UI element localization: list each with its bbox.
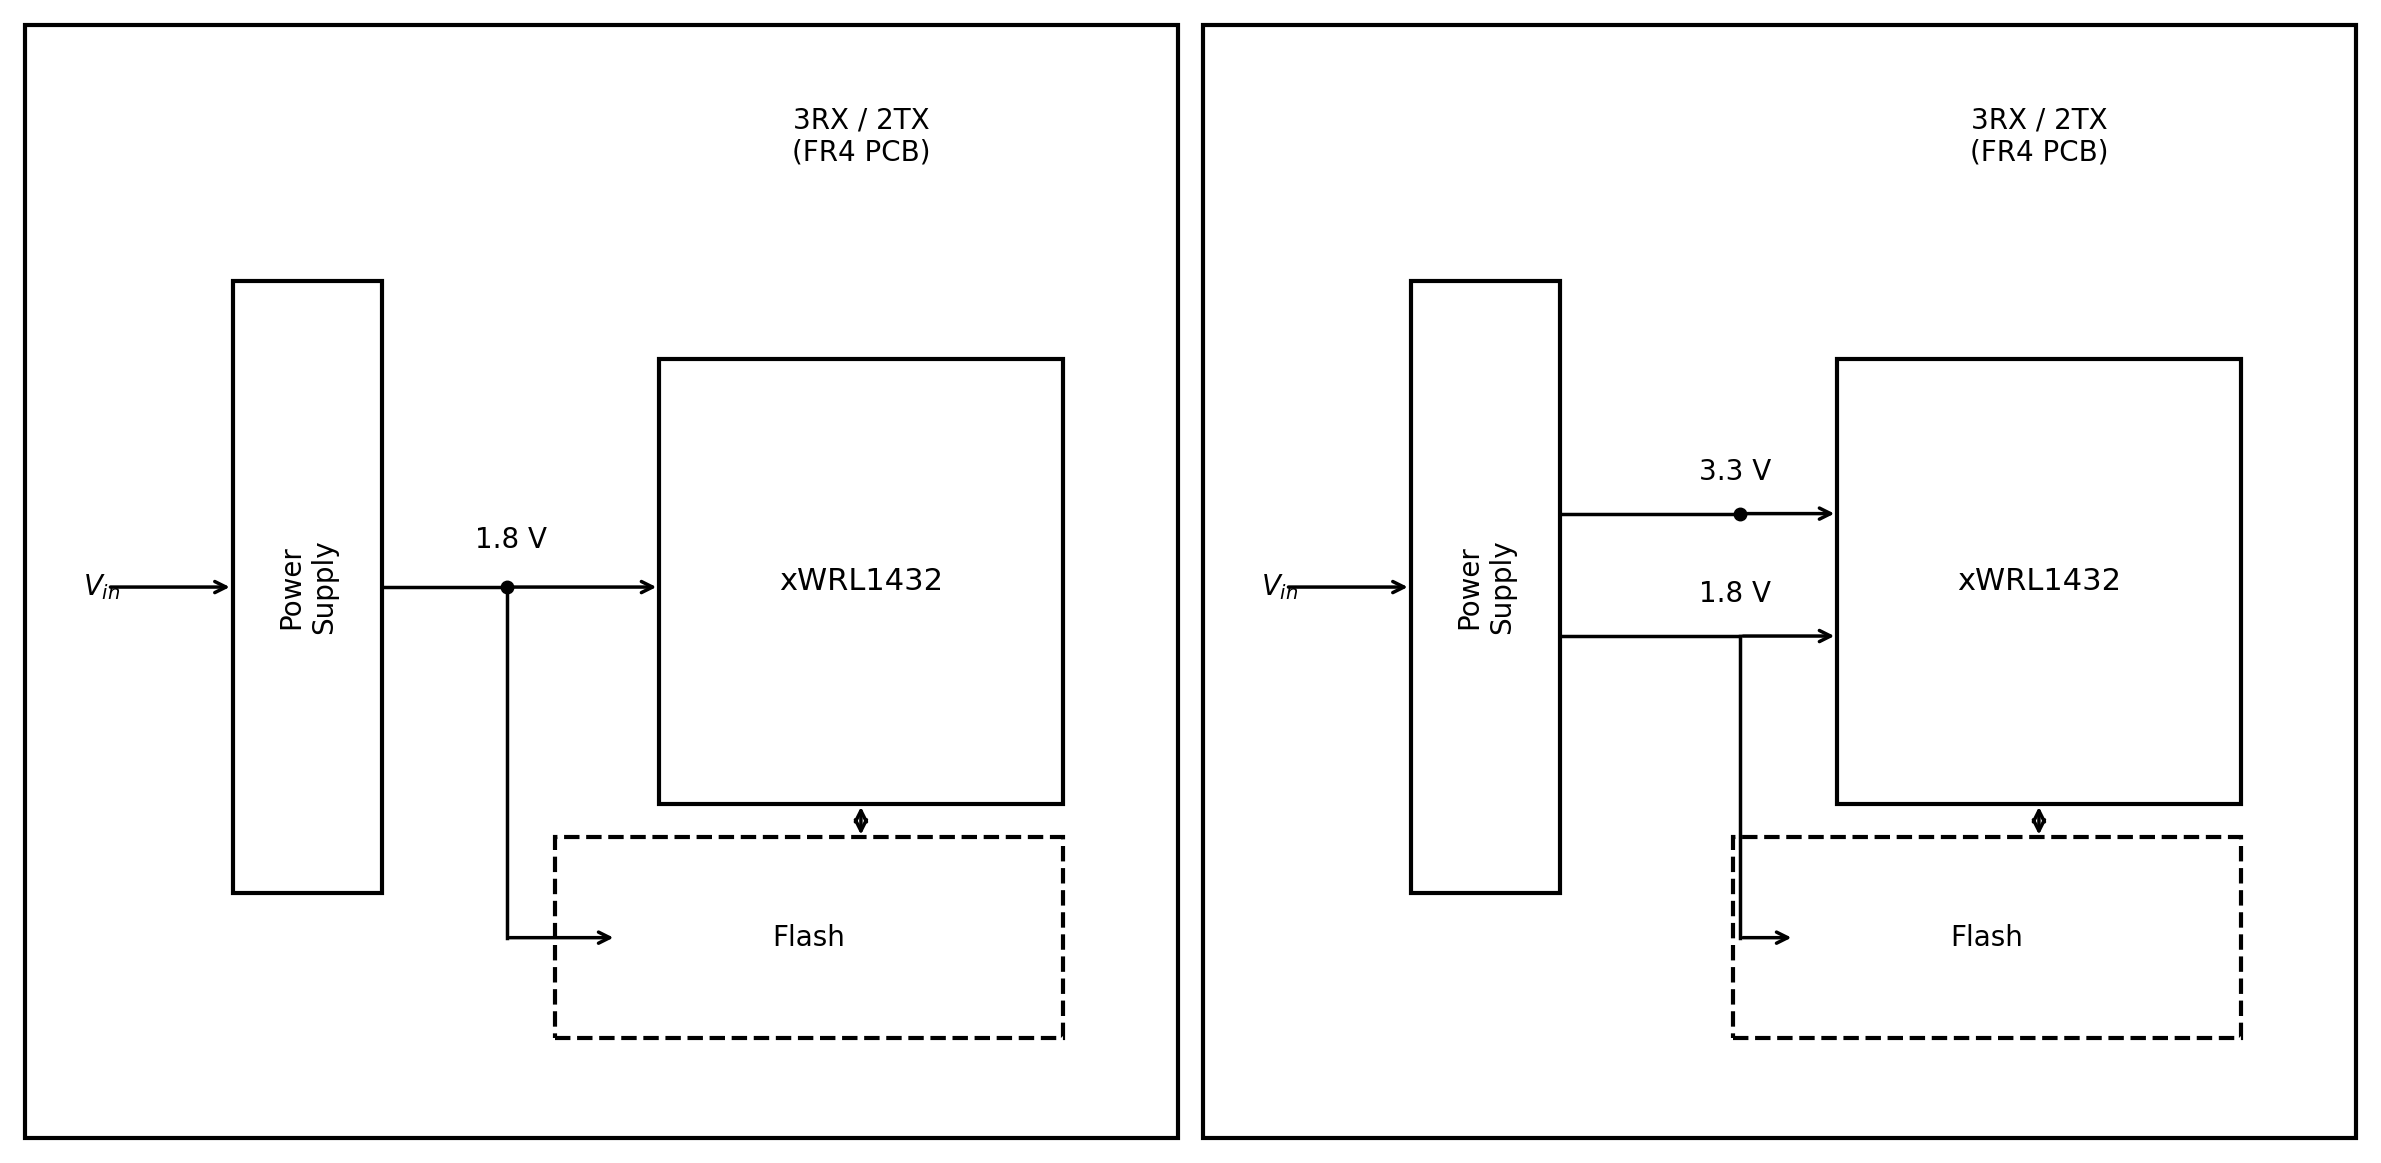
Text: xWRL1432: xWRL1432 <box>1957 568 2121 595</box>
Text: $V_{in}$: $V_{in}$ <box>83 572 119 602</box>
Text: $V_{in}$: $V_{in}$ <box>1260 572 1298 602</box>
Text: 3RX / 2TX
(FR4 PCB): 3RX / 2TX (FR4 PCB) <box>790 106 931 166</box>
Bar <box>1733 837 2241 1037</box>
Bar <box>233 281 383 893</box>
Text: 1.8 V: 1.8 V <box>1700 580 1771 608</box>
Text: Flash: Flash <box>771 923 845 951</box>
Bar <box>1410 281 1560 893</box>
Text: Power
Supply: Power Supply <box>1455 540 1517 634</box>
Text: 3RX / 2TX
(FR4 PCB): 3RX / 2TX (FR4 PCB) <box>1969 106 2107 166</box>
Text: 3.3 V: 3.3 V <box>1700 458 1771 486</box>
Bar <box>660 359 1062 804</box>
Text: Power
Supply: Power Supply <box>276 540 338 634</box>
Bar <box>1202 24 2357 1139</box>
Bar <box>555 837 1062 1037</box>
Text: xWRL1432: xWRL1432 <box>779 568 943 595</box>
Bar <box>24 24 1179 1139</box>
Text: 1.8 V: 1.8 V <box>474 526 548 554</box>
Bar <box>1838 359 2241 804</box>
Text: Flash: Flash <box>1950 923 2024 951</box>
